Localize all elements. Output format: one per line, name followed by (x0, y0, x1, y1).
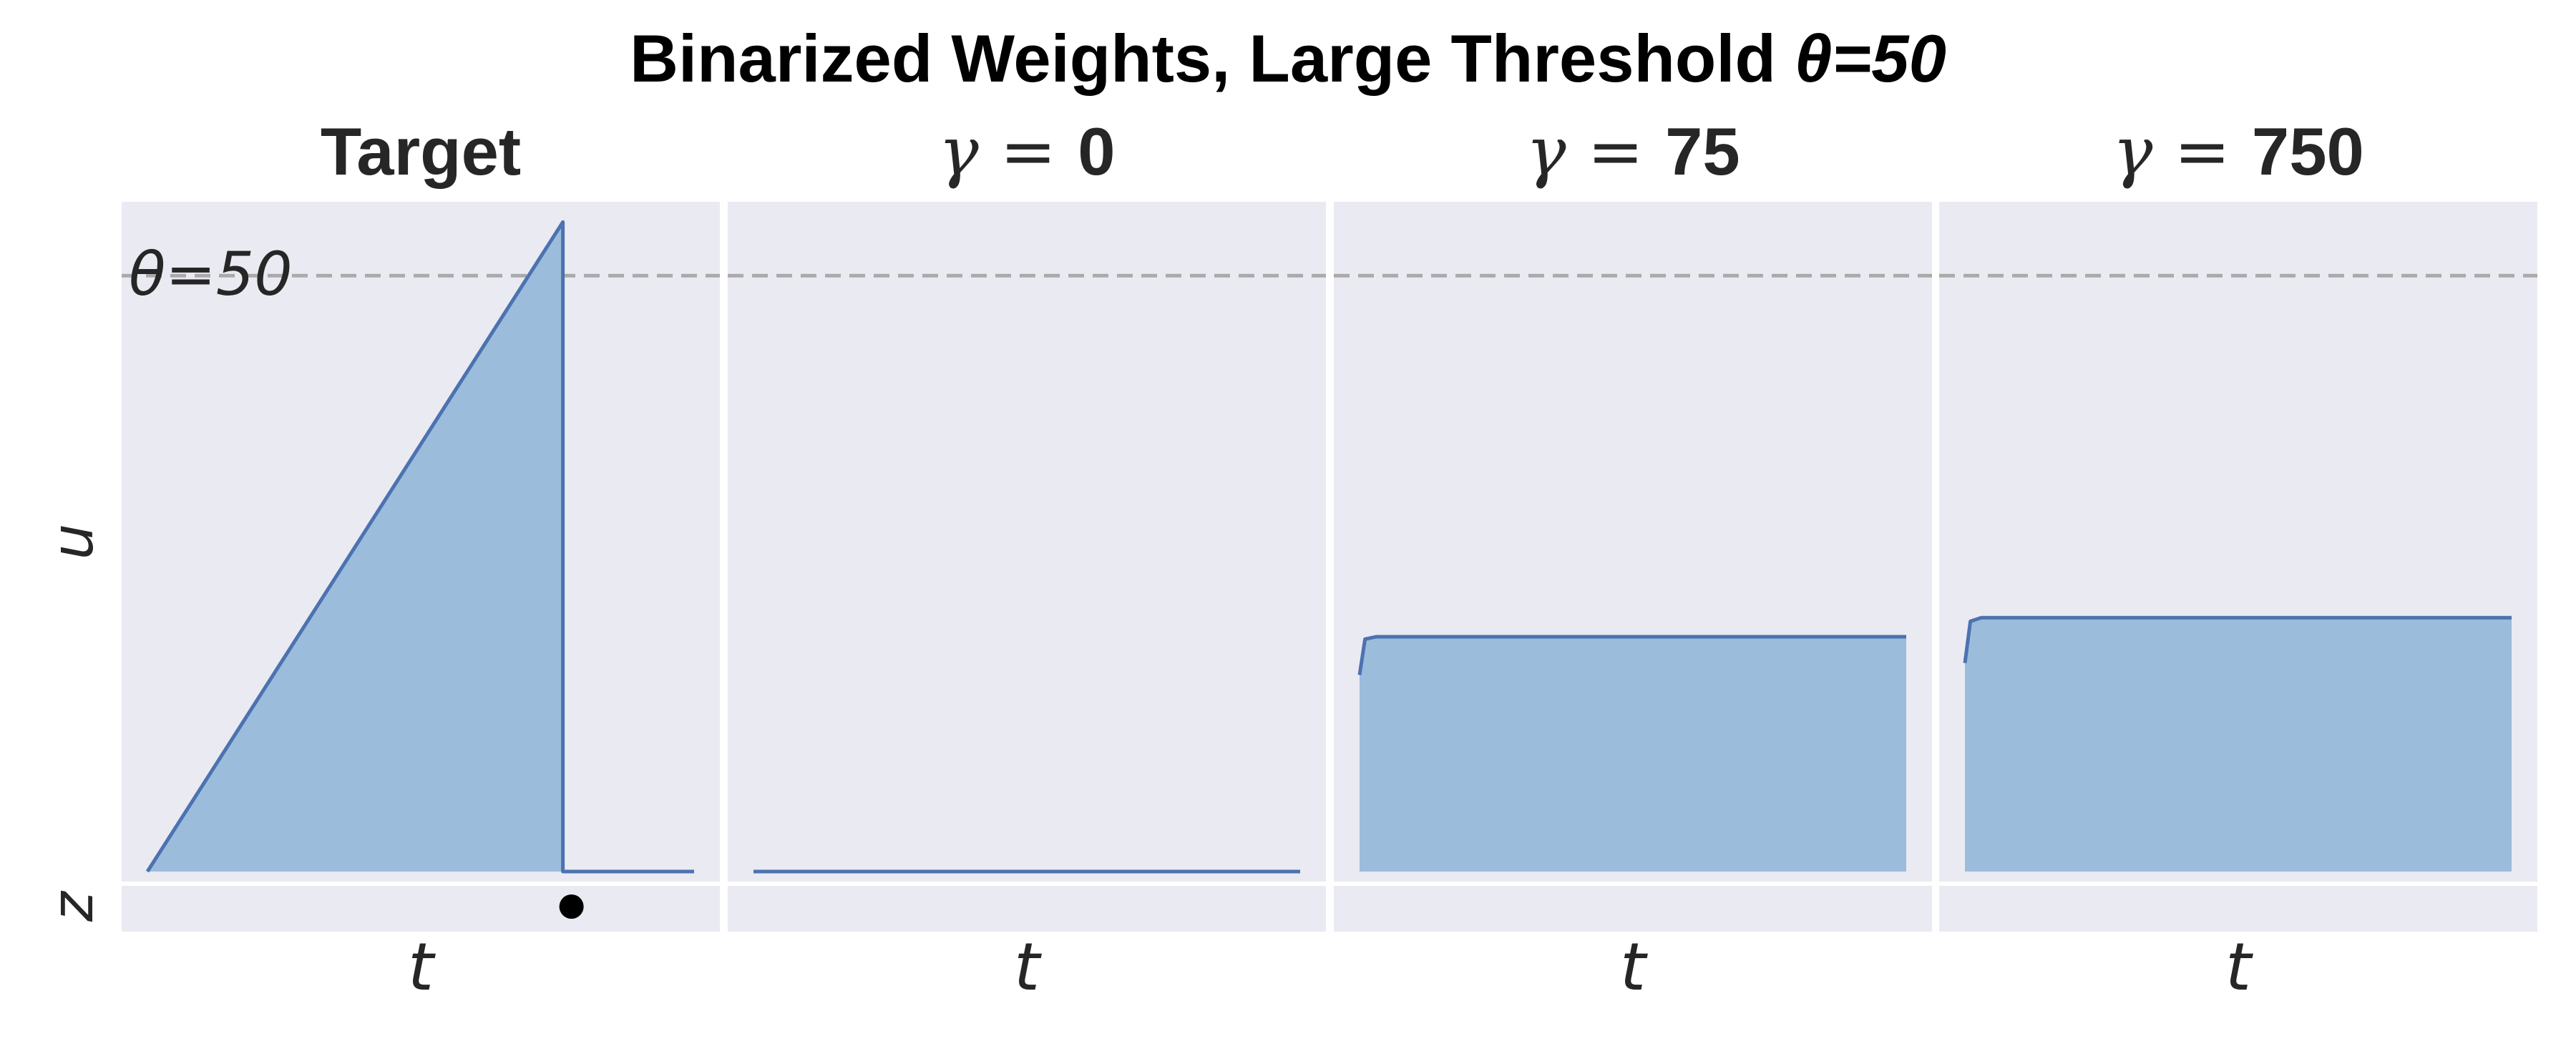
figure-title-main: Binarized Weights, Large Threshold (630, 21, 1795, 96)
gamma-prefix: γ = (938, 113, 1078, 191)
x-axis-label: t (407, 929, 434, 1005)
panel-title-gamma-750: γ = 750 (1939, 113, 2537, 191)
panel-2-z-axes (728, 886, 1326, 932)
panel-title-target: Target (122, 113, 720, 190)
panel-title-text: Target (320, 114, 522, 189)
threshold-label: θ=50 (129, 239, 293, 309)
panel-1-z-axes (122, 886, 720, 932)
panel-4-z-axes (1939, 886, 2537, 932)
membrane-area-fill (1360, 636, 1906, 872)
membrane-potential-line (145, 220, 694, 874)
y-axis-label-u: u (39, 523, 106, 560)
gamma-prefix: γ = (2112, 113, 2252, 191)
panel-2-u-axes (728, 202, 1326, 882)
gamma-value: 750 (2251, 114, 2364, 189)
panel-title-gamma-75: γ = 75 (1334, 113, 1932, 191)
x-axis-label: t (1013, 929, 1040, 1005)
figure-title: Binarized Weights, Large Threshold θ=50 (0, 20, 2576, 97)
figure-title-theta: θ=50 (1794, 21, 1946, 96)
gamma-value: 75 (1665, 114, 1740, 189)
membrane-potential-line (1357, 635, 1906, 675)
y-axis-label-z: z (39, 892, 106, 922)
panel-title-gamma-0: γ = 0 (728, 113, 1326, 191)
membrane-area-fill (147, 222, 694, 872)
gamma-value: 0 (1078, 114, 1116, 189)
membrane-potential-line (1963, 615, 2512, 663)
spike-marker (559, 894, 584, 919)
panel-3-z-axes (1334, 886, 1932, 932)
gamma-prefix: γ = (1526, 113, 1666, 191)
x-axis-label: t (1619, 929, 1646, 1005)
membrane-area-fill (1965, 618, 2512, 872)
x-axis-label: t (2225, 929, 2252, 1005)
